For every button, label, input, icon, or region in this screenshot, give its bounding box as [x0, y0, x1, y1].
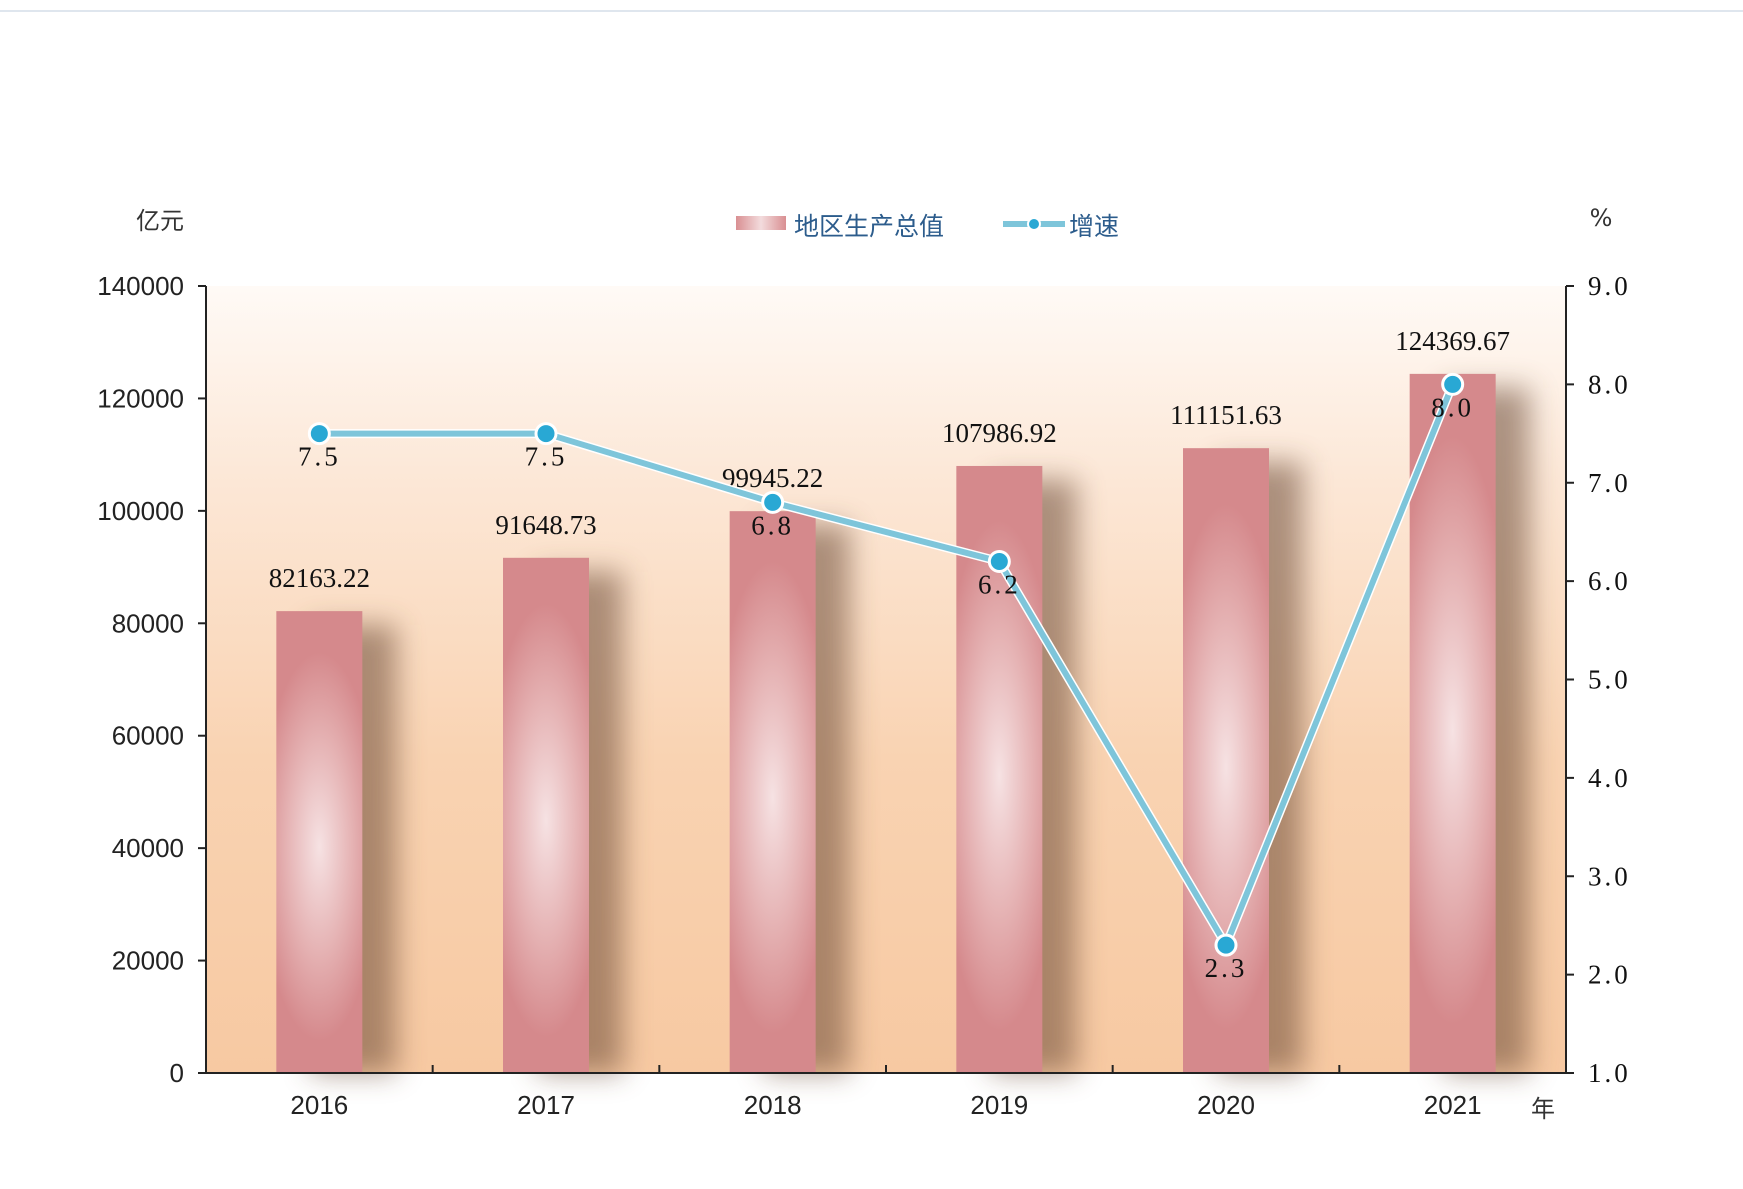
right-tick-label: 4.0 [1588, 763, 1631, 793]
bar-gdp-2016 [276, 611, 363, 1073]
x-tick-label: 2019 [970, 1090, 1028, 1120]
growth-value-label: 6.2 [978, 569, 1021, 599]
left-axis-unit: 亿元 [136, 207, 184, 235]
x-tick-label: 2020 [1197, 1090, 1255, 1120]
x-tick-label: 2017 [517, 1090, 575, 1120]
right-tick-label: 7.0 [1588, 468, 1631, 498]
growth-point-2019 [987, 549, 1011, 573]
growth-value-label: 7.5 [298, 442, 341, 472]
legend-label-gdp: 地区生产总值 [794, 212, 944, 241]
bar-gdp-2021 [1409, 373, 1496, 1074]
left-tick-label: 0 [170, 1058, 184, 1088]
growth-point-2017 [534, 422, 558, 446]
x-tick-label: 2021 [1424, 1090, 1482, 1120]
x-tick-label: 2018 [744, 1090, 802, 1120]
growth-value-label: 6.8 [751, 510, 794, 540]
growth-point-2018 [761, 490, 785, 514]
left-tick-label: 40000 [112, 833, 184, 863]
legend-bar-swatch [736, 216, 786, 230]
bar-gdp-2020 [1183, 448, 1269, 1073]
right-tick-label: 9.0 [1588, 271, 1631, 301]
top-divider [0, 10, 1743, 12]
growth-value-label: 7.5 [525, 442, 568, 472]
right-axis-unit: % [1590, 204, 1613, 232]
plot-background [206, 286, 1566, 1073]
growth-point-2021 [1441, 372, 1465, 396]
left-tick-label: 80000 [112, 608, 184, 638]
bar-value-label: 91648.73 [495, 510, 596, 540]
right-tick-label: 1.0 [1588, 1058, 1631, 1088]
left-tick-label: 140000 [97, 271, 184, 301]
left-tick-label: 120000 [97, 383, 184, 413]
right-tick-label: 5.0 [1588, 665, 1631, 695]
right-tick-label: 3.0 [1588, 861, 1631, 891]
x-tick-label: 2016 [290, 1090, 348, 1120]
bar-gdp-2017 [503, 557, 589, 1073]
legend-label-growth: 增速 [1069, 212, 1119, 241]
growth-point-2020 [1214, 933, 1238, 957]
right-tick-label: 6.0 [1588, 566, 1631, 596]
right-tick-label: 8.0 [1588, 369, 1631, 399]
growth-point-2016 [307, 422, 331, 446]
bar-value-label: 107986.92 [942, 418, 1057, 448]
x-axis-unit: 年 [1531, 1095, 1555, 1123]
growth-line [319, 383, 1456, 949]
growth-value-label: 2.3 [1205, 953, 1248, 983]
bar-gdp-2018 [729, 511, 816, 1074]
legend-line-marker [1027, 217, 1041, 231]
left-tick-label: 100000 [97, 496, 184, 526]
bar-value-label: 111151.63 [1170, 400, 1282, 430]
growth-value-label: 8.0 [1431, 392, 1474, 422]
bar-value-label: 82163.22 [269, 563, 370, 593]
left-tick-label: 20000 [112, 946, 184, 976]
left-tick-label: 60000 [112, 721, 184, 751]
right-tick-label: 2.0 [1588, 960, 1631, 990]
bar-value-label: 124369.67 [1395, 326, 1510, 356]
